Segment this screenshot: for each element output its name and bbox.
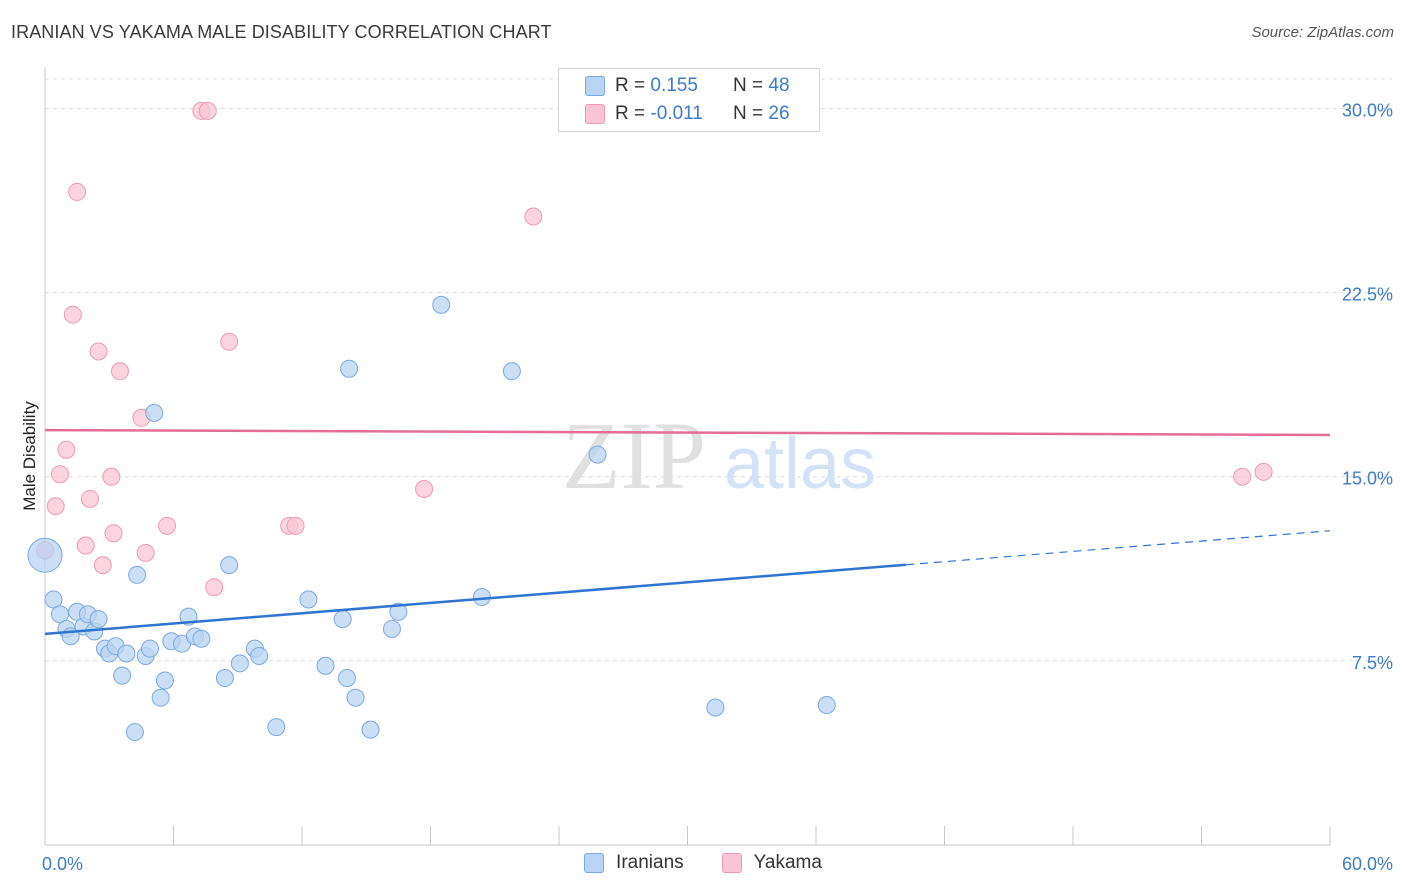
y-tick-label: 7.5% (1352, 653, 1393, 673)
yakama-point (57, 440, 76, 459)
iranian-point (230, 654, 249, 673)
legend-label-iranians: Iranians (616, 852, 684, 873)
yakama-point (76, 536, 95, 555)
iranians-swatch (585, 76, 605, 96)
legend-label-yakama: Yakama (753, 852, 822, 873)
iranian-point (706, 698, 725, 717)
iranian-point (267, 718, 286, 737)
legend-item-yakama[interactable]: Yakama (721, 852, 822, 874)
yakama-point (524, 207, 543, 226)
iranian-point-large (27, 537, 63, 573)
yakama-point (68, 182, 87, 201)
y-tick-label: 30.0% (1342, 100, 1393, 120)
yakama-point (1233, 467, 1252, 486)
iranian-point (502, 362, 521, 381)
yakama-point (110, 362, 129, 381)
iranian-point (316, 656, 335, 675)
legend-r-label: R = (615, 103, 646, 124)
trend-lines (44, 428, 1331, 636)
iranian-point (128, 565, 147, 584)
yakama-point (104, 524, 123, 543)
iranian-point (333, 610, 352, 629)
yakama-point (63, 305, 82, 324)
yakama-point (198, 101, 217, 120)
iranians-trend-line (44, 563, 907, 636)
watermark-zip: ZIP (562, 402, 706, 509)
yakama-point (46, 497, 65, 516)
iranian-point (155, 671, 174, 690)
yakama-point (286, 516, 305, 535)
yakama-point (80, 489, 99, 508)
iranian-point (361, 720, 380, 739)
legend-n-label: N = (733, 75, 764, 96)
legend-n-value: 26 (768, 103, 790, 124)
y-tick-label: 15.0% (1342, 469, 1393, 489)
legend-item-iranians[interactable]: Iranians (584, 852, 684, 874)
y-tick-label: 22.5% (1342, 285, 1393, 305)
legend-n-value: 48 (768, 75, 790, 96)
iranian-point (337, 669, 356, 688)
iranian-point (389, 602, 408, 621)
yakama-point (136, 543, 155, 562)
series-legend: Iranians Yakama (0, 852, 1406, 874)
iranian-point (346, 688, 365, 707)
yakama-swatch (585, 104, 605, 124)
yakama-point (102, 467, 121, 486)
yakama-point (93, 556, 112, 575)
iranian-point (192, 629, 211, 648)
legend-r-label: R = (615, 75, 646, 96)
legend-r-value: -0.011 (650, 103, 703, 124)
tick-labels: 7.5% 15.0% 22.5% 30.0% 0.0% 60.0% (42, 100, 1393, 874)
x-tick-label: 60.0% (1342, 854, 1393, 874)
yakama-point (415, 480, 434, 499)
yakama-point (220, 332, 239, 351)
legend-row-iranians: R = 0.155 N = 48 (585, 73, 790, 99)
iranian-point (215, 669, 234, 688)
iranian-point (588, 445, 607, 464)
iranian-point (151, 688, 170, 707)
yakama-point (158, 516, 177, 535)
iranian-point (145, 403, 164, 422)
iranian-point (140, 639, 159, 658)
iranian-point (220, 556, 239, 575)
gridlines (45, 78, 1392, 662)
iranian-point (117, 644, 136, 663)
stats-legend: R = 0.155 N = 48 R = -0.011 N = 26 (558, 68, 820, 132)
iranian-point (472, 588, 491, 607)
iranian-point (432, 295, 451, 314)
iranian-point (340, 359, 359, 378)
x-tick-label: 0.0% (42, 854, 83, 874)
watermark-atlas: atlas (724, 424, 876, 504)
y-axis-label: Male Disability (20, 401, 39, 511)
yakama-point (89, 342, 108, 361)
iranian-point (125, 723, 144, 742)
yakama-swatch (721, 853, 742, 873)
chart-title: IRANIAN VS YAKAMA MALE DISABILITY CORREL… (11, 22, 552, 42)
axes (44, 67, 1331, 846)
iranians-swatch (584, 853, 605, 873)
iranian-point (250, 646, 269, 665)
yakama-points (36, 101, 1273, 597)
iranian-points (27, 295, 836, 742)
legend-r-value: 0.155 (650, 75, 698, 96)
yakama-point (1254, 462, 1273, 481)
iranians-trend-extension (905, 530, 1331, 566)
iranian-point (89, 610, 108, 629)
iranian-point (299, 590, 318, 609)
legend-n-label: N = (733, 103, 764, 124)
yakama-point (50, 465, 69, 484)
legend-row-yakama: R = -0.011 N = 26 (585, 101, 790, 127)
yakama-point (205, 578, 224, 597)
yakama-trend-line (44, 428, 1331, 437)
iranian-point (113, 666, 132, 685)
iranian-point (382, 619, 401, 638)
iranian-point (817, 696, 836, 715)
source-label: Source: ZipAtlas.com (1251, 24, 1394, 41)
